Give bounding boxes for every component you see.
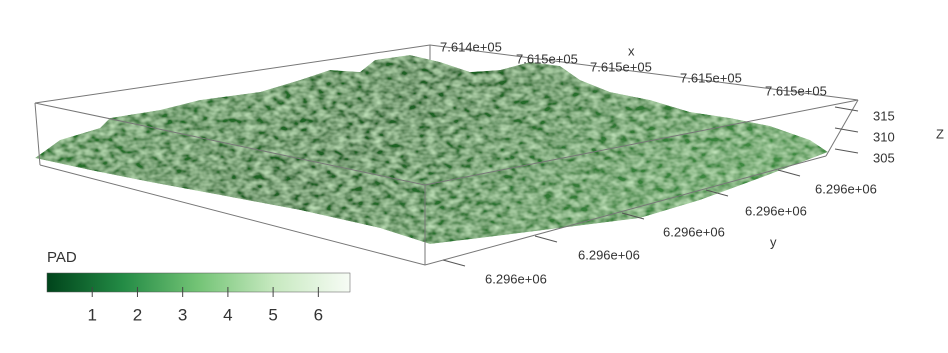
y-axis-label: y	[770, 234, 777, 249]
x-tick-label: 7.615e+05	[516, 51, 578, 66]
chart: PAD 7.614e+05 7.615e+05 7.615e+05 7.615e+05…	[0, 0, 948, 353]
colorbar-tick-label: 1	[87, 305, 96, 324]
z-tick-label: 315	[873, 108, 895, 123]
x-axis-label: x	[628, 43, 635, 58]
colorbar-tick-label: 6	[314, 305, 323, 324]
z-tick	[835, 107, 858, 111]
colorbar-title: PAD	[47, 249, 77, 266]
colorbar-tick-label: 3	[178, 305, 187, 324]
x-tick-label: 7.614e+05	[440, 39, 502, 54]
z-axis-label: Z	[936, 126, 944, 141]
z-tick-label: 310	[873, 129, 895, 144]
colorbar-tick-label: 5	[268, 305, 277, 324]
y-tick-label: 6.296e+06	[663, 224, 725, 239]
y-tick-label: 6.296e+06	[745, 203, 807, 218]
z-tick	[835, 128, 858, 132]
x-tick-label: 7.615e+05	[590, 59, 652, 74]
z-tick-label: 305	[873, 150, 895, 165]
y-tick	[443, 260, 465, 266]
x-tick-label: 7.615e+05	[680, 70, 742, 85]
z-tick	[835, 149, 858, 153]
y-tick	[778, 170, 800, 176]
y-tick-label: 6.296e+06	[578, 247, 640, 262]
y-tick	[535, 236, 557, 242]
y-tick-label: 6.296e+06	[485, 271, 547, 286]
x-tick-label: 7.615e+05	[765, 83, 827, 98]
colorbar-tick-label: 4	[223, 305, 232, 324]
colorbar-tick-label: 2	[133, 305, 142, 324]
y-tick-label: 6.296e+06	[815, 181, 877, 196]
